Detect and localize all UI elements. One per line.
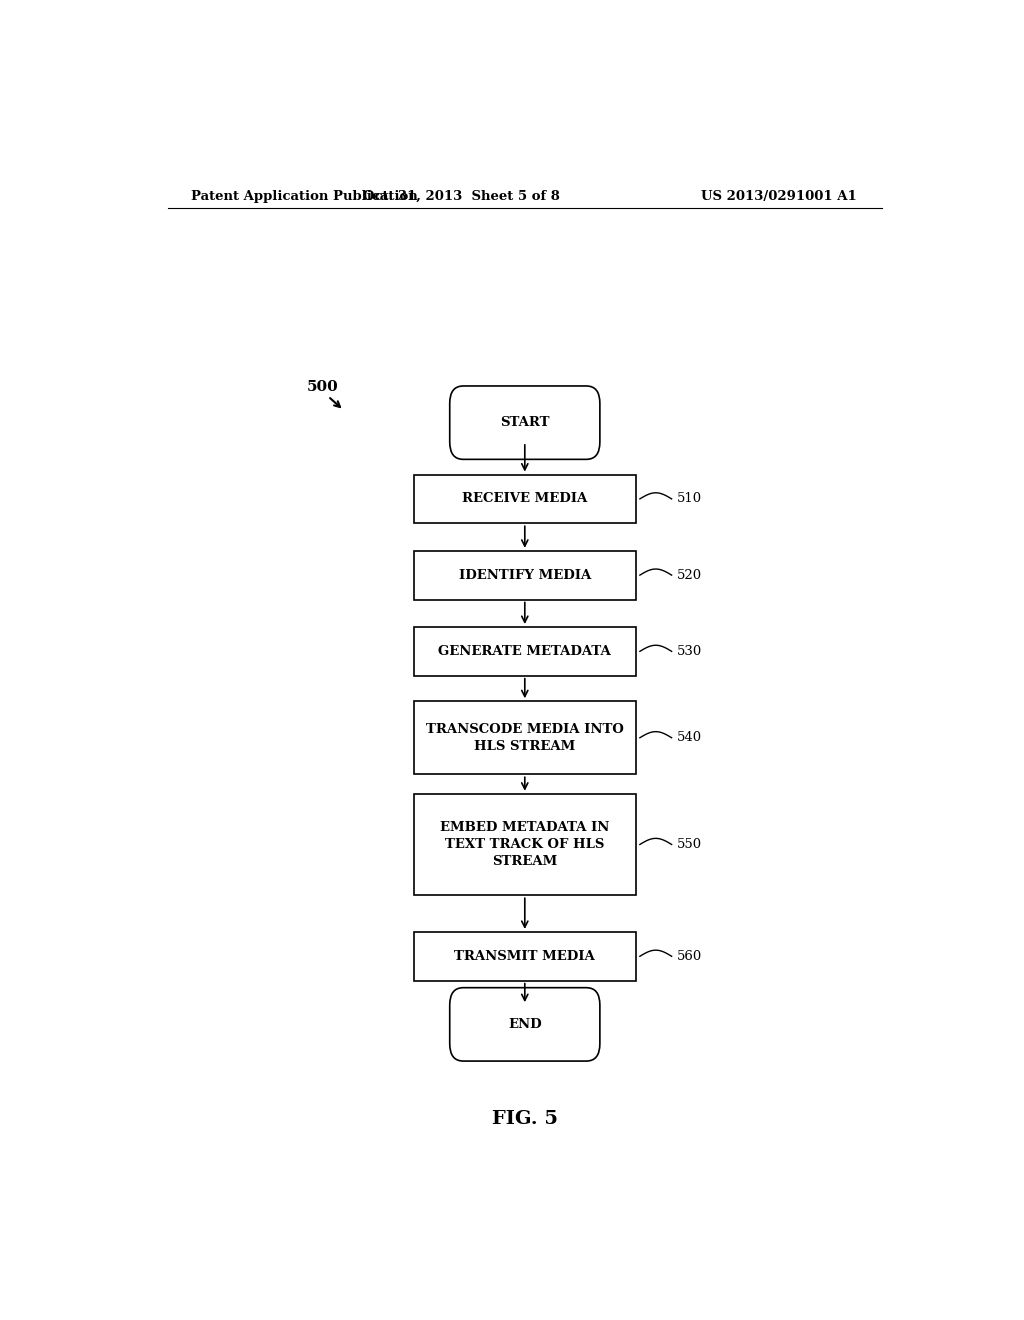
- Text: Oct. 31, 2013  Sheet 5 of 8: Oct. 31, 2013 Sheet 5 of 8: [362, 190, 560, 202]
- Text: 540: 540: [677, 731, 702, 744]
- Bar: [414, 474, 636, 523]
- Text: EMBED METADATA IN
TEXT TRACK OF HLS
STREAM: EMBED METADATA IN TEXT TRACK OF HLS STRE…: [440, 821, 609, 869]
- Bar: [414, 701, 636, 775]
- Text: Patent Application Publication: Patent Application Publication: [191, 190, 418, 202]
- Bar: [414, 793, 636, 895]
- Text: 560: 560: [677, 950, 702, 962]
- Text: TRANSCODE MEDIA INTO
HLS STREAM: TRANSCODE MEDIA INTO HLS STREAM: [426, 723, 624, 752]
- Text: START: START: [500, 416, 550, 429]
- Bar: [414, 550, 636, 599]
- Bar: [414, 932, 636, 981]
- Text: 510: 510: [677, 492, 702, 506]
- Text: RECEIVE MEDIA: RECEIVE MEDIA: [462, 492, 588, 506]
- Text: IDENTIFY MEDIA: IDENTIFY MEDIA: [459, 569, 591, 582]
- Text: 520: 520: [677, 569, 702, 582]
- Text: GENERATE METADATA: GENERATE METADATA: [438, 645, 611, 657]
- Bar: [414, 627, 636, 676]
- Text: FIG. 5: FIG. 5: [492, 1110, 558, 1127]
- FancyBboxPatch shape: [450, 987, 600, 1061]
- FancyBboxPatch shape: [450, 385, 600, 459]
- Text: 550: 550: [677, 838, 702, 851]
- Text: TRANSMIT MEDIA: TRANSMIT MEDIA: [455, 950, 595, 962]
- Text: 530: 530: [677, 645, 702, 657]
- Text: US 2013/0291001 A1: US 2013/0291001 A1: [700, 190, 857, 202]
- Text: END: END: [508, 1018, 542, 1031]
- Text: 500: 500: [306, 380, 338, 395]
